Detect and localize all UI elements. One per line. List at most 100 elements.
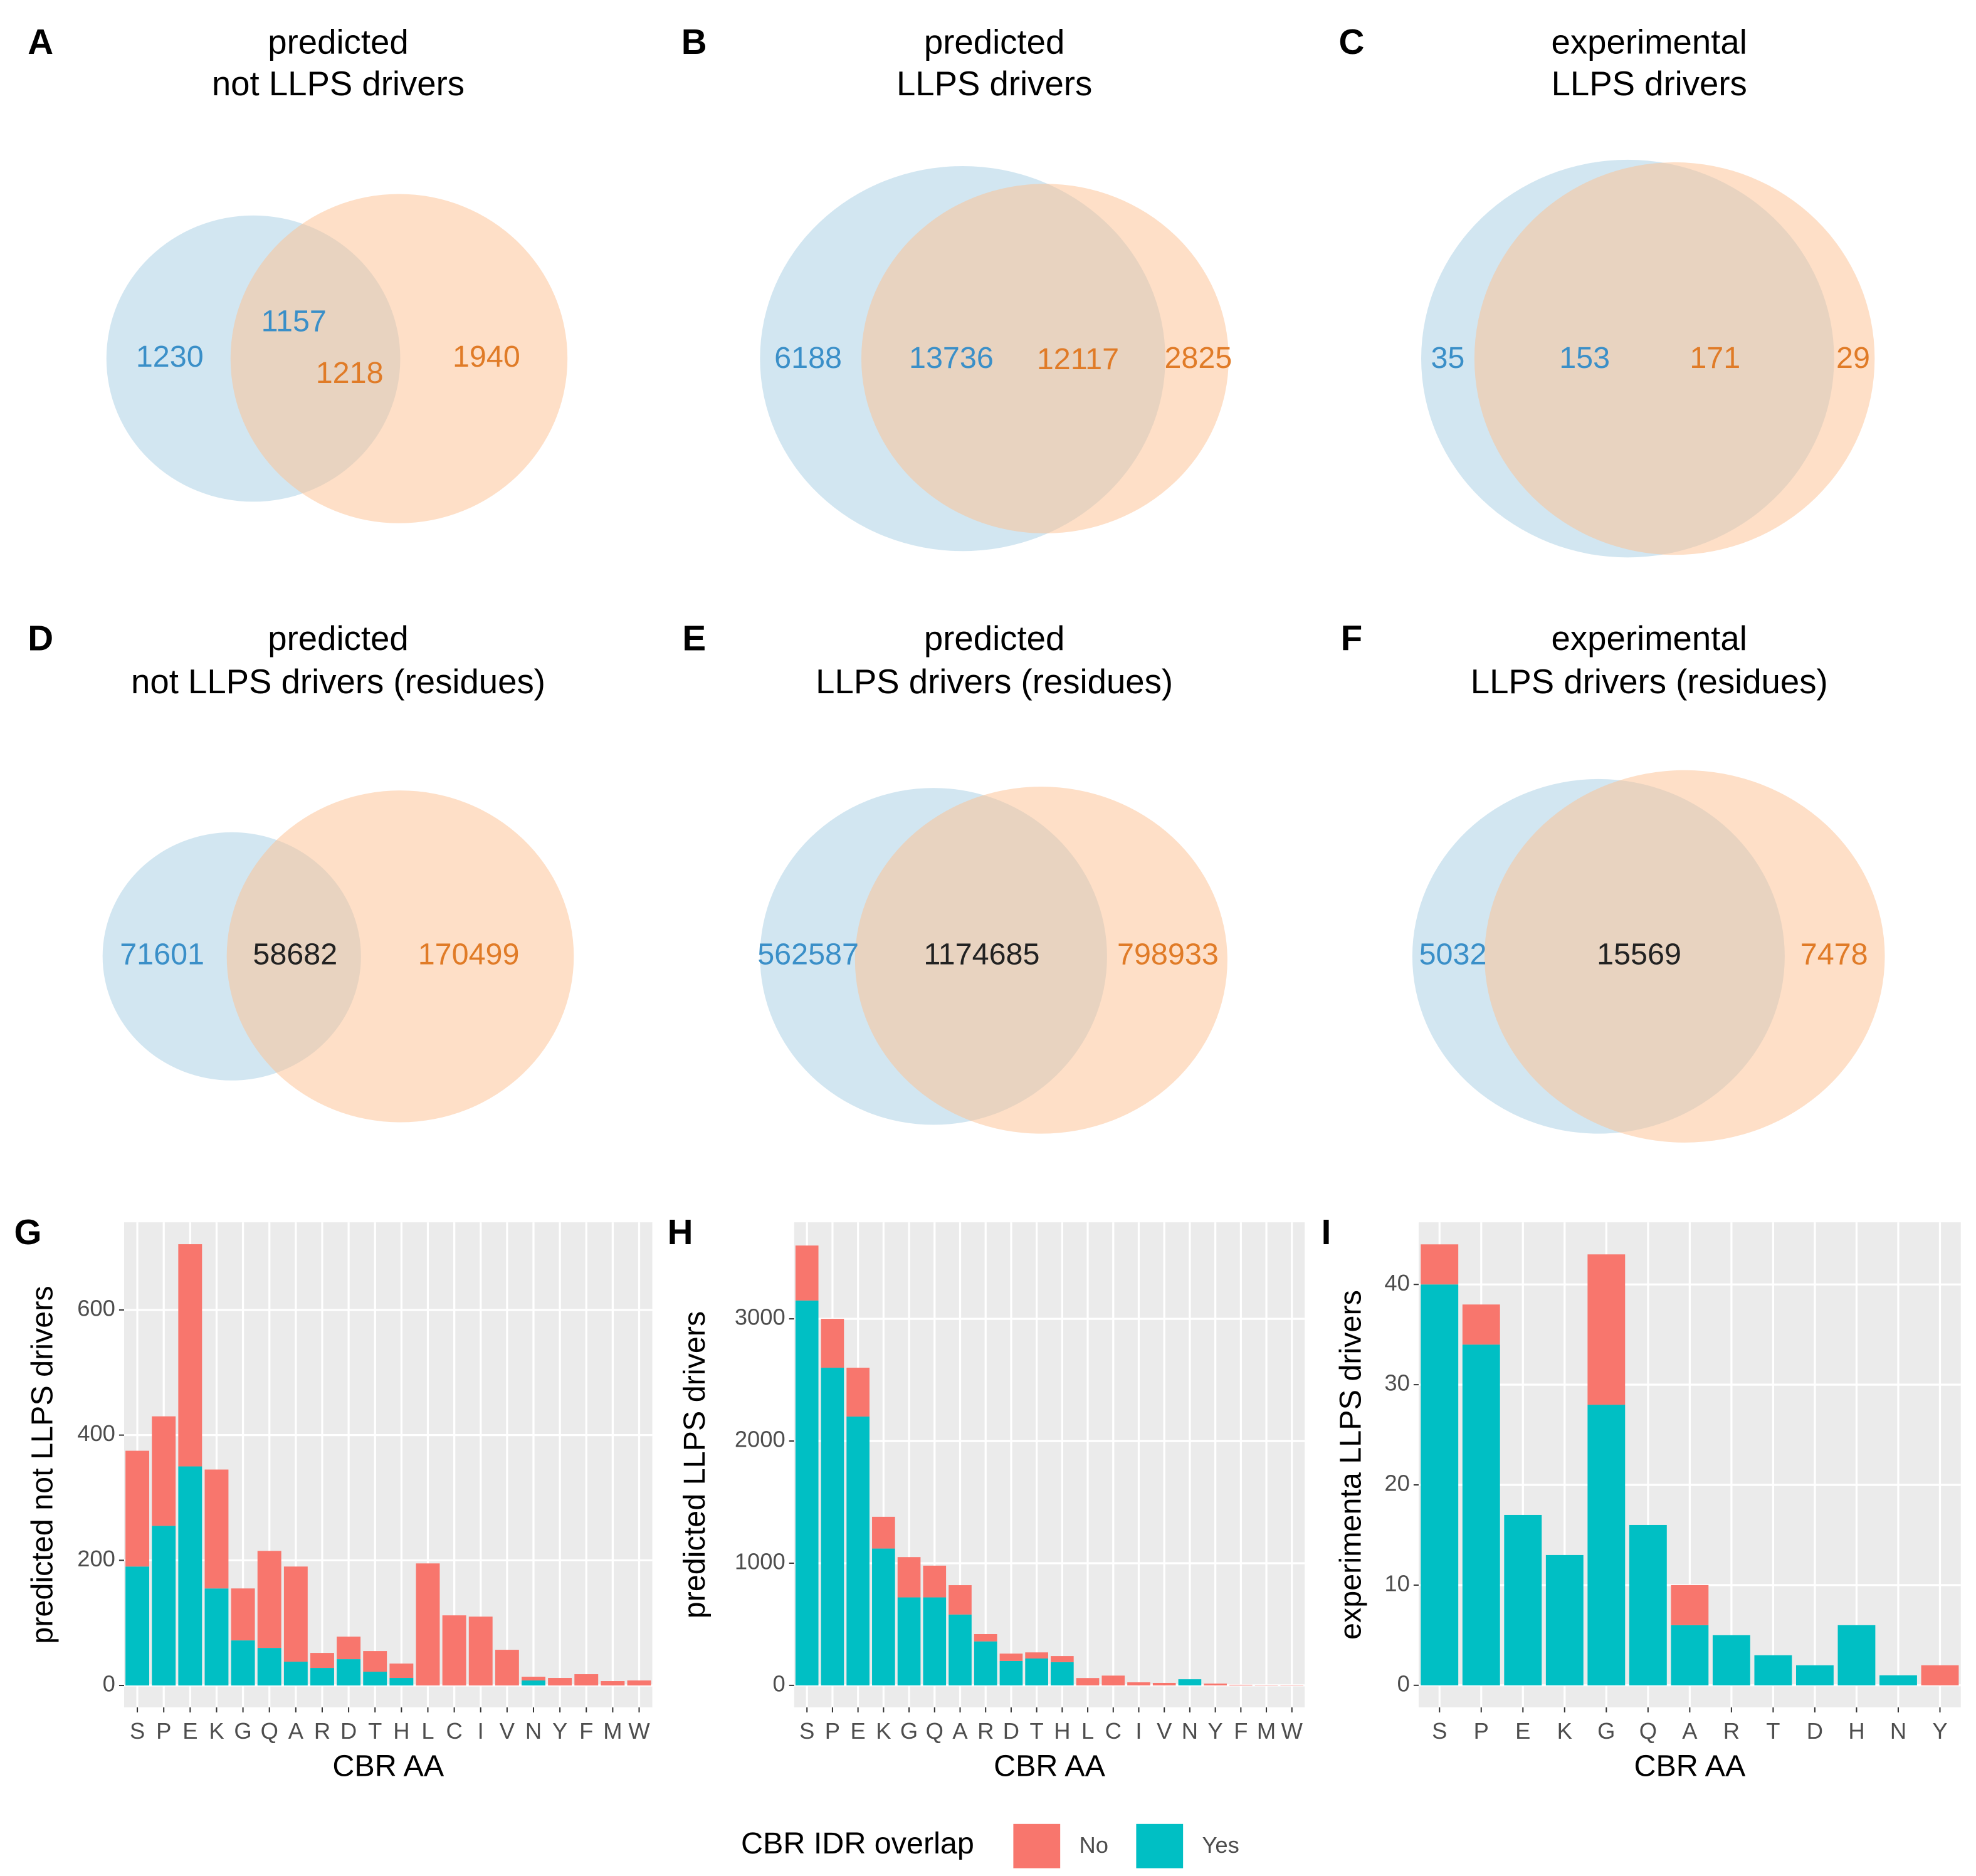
bar-segment: [152, 1526, 176, 1686]
x-tick-label: R: [1723, 1718, 1740, 1744]
bar-segment: [363, 1651, 387, 1672]
y-tick-label: 30: [1384, 1370, 1409, 1396]
panel-title: experimental: [1552, 23, 1747, 61]
x-tick-label: A: [288, 1718, 304, 1744]
venn-count: 562587: [757, 938, 859, 972]
x-tick-label: K: [1557, 1718, 1572, 1744]
panel-title: not LLPS drivers (residues): [131, 663, 545, 701]
panel-label: I: [1322, 1212, 1332, 1252]
x-tick-label: N: [1890, 1718, 1906, 1744]
bar-segment: [1421, 1284, 1459, 1685]
legend-title: CBR IDR overlap: [741, 1826, 974, 1860]
bar-segment: [310, 1668, 334, 1686]
bar-segment: [795, 1300, 819, 1685]
venn-set: [1485, 770, 1885, 1143]
bar-segment: [152, 1416, 176, 1526]
bar-segment: [283, 1662, 308, 1686]
venn-count: 1157: [261, 304, 327, 338]
legend-label: No: [1079, 1832, 1108, 1858]
x-tick-label: A: [952, 1718, 968, 1744]
bar-segment: [846, 1417, 870, 1685]
panel-title: experimental: [1552, 619, 1747, 658]
panel-title: LLPS drivers: [1552, 65, 1747, 103]
bar-segment: [1462, 1344, 1500, 1685]
x-tick-label: E: [1515, 1718, 1530, 1744]
venn-count: 13736: [909, 341, 994, 375]
y-tick-label: 40: [1384, 1270, 1409, 1296]
bar-segment: [949, 1585, 972, 1615]
x-tick-label: F: [1234, 1718, 1248, 1744]
venn-set: [854, 787, 1227, 1134]
panel-title: LLPS drivers (residues): [816, 663, 1173, 701]
y-axis-label: predicted not LLPS drivers: [26, 1286, 60, 1643]
x-tick-label: Y: [552, 1718, 567, 1744]
x-tick-label: S: [799, 1718, 814, 1744]
venn-set: [1474, 162, 1875, 555]
bar-segment: [125, 1450, 150, 1567]
bar-segment: [231, 1588, 255, 1641]
bar-segment: [363, 1672, 387, 1686]
bar-segment: [1754, 1655, 1792, 1685]
venn-count: 1230: [136, 340, 204, 374]
x-tick-label: S: [1432, 1718, 1447, 1744]
venn-count: 170499: [418, 938, 520, 972]
x-tick-label: M: [603, 1718, 622, 1744]
venn-count: 2825: [1164, 341, 1232, 375]
bar-segment: [923, 1565, 947, 1598]
bar-segment: [468, 1617, 493, 1686]
x-tick-label: G: [900, 1718, 918, 1744]
venn-set: [861, 184, 1229, 533]
y-axis-label: experimenta LLPS drivers: [1334, 1290, 1368, 1640]
x-tick-label: Y: [1207, 1718, 1222, 1744]
x-tick-label: A: [1682, 1718, 1698, 1744]
x-tick-label: C: [446, 1718, 462, 1744]
bar-segment: [1545, 1554, 1584, 1685]
bar-segment: [574, 1674, 599, 1686]
x-tick-label: G: [1597, 1718, 1615, 1744]
y-tick-label: 3000: [735, 1304, 786, 1330]
bar-segment: [548, 1678, 572, 1686]
venn-count: 35: [1431, 341, 1464, 375]
bar-segment: [897, 1597, 921, 1685]
y-tick-label: 10: [1384, 1571, 1409, 1596]
bar-segment: [1421, 1244, 1459, 1285]
bar-segment: [1795, 1665, 1834, 1685]
bar-segment: [1837, 1625, 1876, 1685]
bar-segment: [1025, 1652, 1048, 1659]
bar-segment: [1178, 1679, 1202, 1685]
x-tick-label: H: [1848, 1718, 1864, 1744]
bar-segment: [1504, 1514, 1542, 1685]
y-tick-label: 2000: [735, 1427, 786, 1452]
x-tick-label: P: [825, 1718, 840, 1744]
bar-segment: [1671, 1585, 1709, 1625]
panel-title: predicted: [924, 619, 1064, 658]
bar-segment: [974, 1634, 997, 1642]
panel-label: E: [682, 619, 706, 658]
x-axis-label: CBR AA: [1634, 1749, 1746, 1783]
bar-segment: [974, 1641, 997, 1685]
panel-title: predicted: [268, 619, 408, 658]
x-tick-label: W: [1281, 1718, 1303, 1744]
bar-segment: [337, 1659, 361, 1686]
venn-count: 71601: [120, 938, 204, 972]
x-tick-label: T: [1030, 1718, 1044, 1744]
x-tick-label: F: [579, 1718, 593, 1744]
x-tick-label: Q: [261, 1718, 278, 1744]
x-tick-label: D: [340, 1718, 357, 1744]
x-tick-label: E: [182, 1718, 197, 1744]
panel-label: G: [14, 1212, 41, 1252]
x-tick-label: H: [393, 1718, 409, 1744]
plot-background: [124, 1222, 653, 1707]
x-tick-label: Q: [1639, 1718, 1657, 1744]
venn-count: 1218: [316, 356, 384, 390]
bar-segment: [1587, 1405, 1626, 1685]
x-tick-label: I: [1135, 1718, 1142, 1744]
panel-label: D: [28, 619, 53, 658]
x-tick-label: Q: [926, 1718, 943, 1744]
panel-title: predicted: [268, 23, 408, 61]
legend-swatch: [1136, 1823, 1184, 1868]
venn-count: 798933: [1117, 938, 1219, 972]
x-tick-label: L: [421, 1718, 434, 1744]
panel-label: F: [1341, 619, 1363, 658]
